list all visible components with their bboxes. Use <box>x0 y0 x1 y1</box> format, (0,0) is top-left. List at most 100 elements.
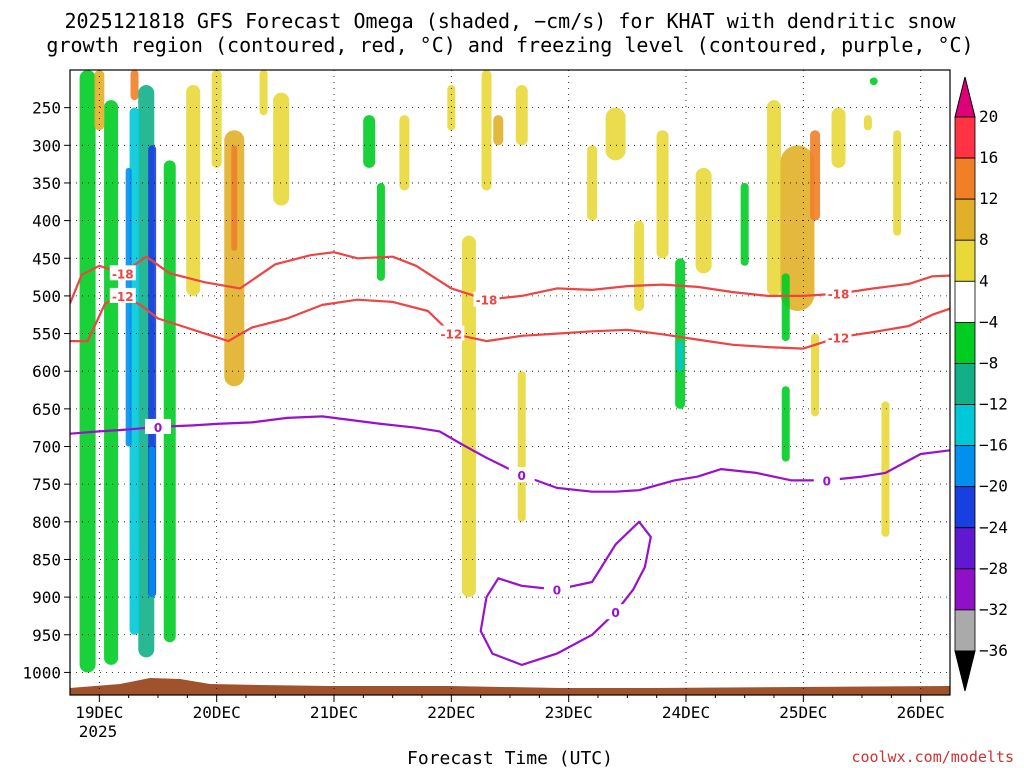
colorbar-swatch-6 <box>954 363 976 405</box>
colorbar-swatch-0 <box>954 116 976 159</box>
y-tick-label-600: 600 <box>32 362 61 381</box>
omega-shade-34 <box>780 145 815 311</box>
chart-title-line-1: 2025121818 GFS Forecast Omega (shaded, −… <box>64 9 956 33</box>
chart-title-line-2: growth region (contoured, red, °C) and f… <box>46 33 973 57</box>
colorbar-swatch-3 <box>954 239 976 282</box>
omega-shade-39 <box>863 115 872 131</box>
colorbar-label-6: −8 <box>979 353 998 372</box>
colorbar-label-7: −12 <box>979 395 1008 414</box>
colorbar-label-4: 4 <box>979 271 989 290</box>
omega-shade-11 <box>224 130 245 387</box>
contour-label-bg <box>825 285 852 301</box>
contour-label-0-0: -18 <box>112 267 134 281</box>
omega-shade-32 <box>740 182 749 266</box>
contour-label-bg <box>473 291 500 307</box>
x-tick-label-24DEC: 24DEC <box>662 703 710 722</box>
omega-shade-7 <box>149 446 156 598</box>
colorbar-bottom-arrow <box>954 650 976 692</box>
y-tick-label-900: 900 <box>32 588 61 607</box>
colorbar-label-12: −32 <box>979 600 1008 619</box>
x-tick-label-21DEC: 21DEC <box>310 703 358 722</box>
omega-shade-31 <box>695 167 712 274</box>
y-tick-label-700: 700 <box>32 438 61 457</box>
omega-shade-5 <box>163 160 176 643</box>
y-tick-label-300: 300 <box>32 136 61 155</box>
x-tick-label-26DEC: 26DEC <box>897 703 945 722</box>
colorbar-legend: 20 16 12 8 4 −4 −8 −12 −16 −20 −24 −28 −32 −36 <box>954 76 1008 692</box>
omega-shade-16 <box>363 115 376 168</box>
omega-shade-17 <box>376 182 385 281</box>
y-tick-label-500: 500 <box>32 287 61 306</box>
contour-label-bg <box>543 581 570 597</box>
colorbar-swatch-8 <box>954 445 976 488</box>
omega-shade-23 <box>461 235 476 598</box>
x-tick-label-19DEC: 19DEC <box>75 703 123 722</box>
omega-shade-40 <box>881 401 890 537</box>
contour-label-bg <box>813 472 840 488</box>
x-tick-label-23DEC: 23DEC <box>545 703 593 722</box>
contour-label-3-1: 0 <box>553 584 561 598</box>
y-tick-label-800: 800 <box>32 513 61 532</box>
contour-label-bg <box>145 418 171 434</box>
contour-line-0 <box>70 251 950 304</box>
omega-shade-43 <box>869 77 878 86</box>
y-tick-label-650: 650 <box>32 400 61 419</box>
chart-title: 2025121818 GFS Forecast Omega (shaded, −… <box>46 9 973 57</box>
omega-shade-24 <box>517 371 526 522</box>
colorbar-swatch-10 <box>954 527 976 570</box>
omega-shade-37 <box>781 386 790 462</box>
colorbar-label-9: −20 <box>979 477 1008 496</box>
contour-label-bg <box>438 325 465 341</box>
omega-shade-33 <box>767 100 781 296</box>
x-tick-label-22DEC: 22DEC <box>427 703 475 722</box>
colorbar-swatch-2 <box>954 198 976 241</box>
colorbar-label-1: 16 <box>979 148 998 167</box>
contour-label-bg <box>602 604 629 620</box>
terrain-fill <box>70 678 950 695</box>
omega-shade-3 <box>104 100 119 665</box>
omega-shade-28 <box>656 130 669 259</box>
omega-shade-10 <box>186 85 201 296</box>
colorbar-top-arrow <box>954 76 976 118</box>
contour-label-bg <box>109 287 136 303</box>
contour-label-1-2: -12 <box>828 331 850 345</box>
y-tick-label-750: 750 <box>32 475 61 494</box>
contour-label-0-1: -18 <box>476 294 498 308</box>
colorbar-swatch-4 <box>954 280 976 323</box>
x-tick-label-25DEC: 25DEC <box>779 703 827 722</box>
omega-shade-38 <box>831 107 846 168</box>
omega-shade-42 <box>811 333 820 417</box>
x-tick-label-20DEC: 20DEC <box>193 703 241 722</box>
omega-shade-12 <box>231 145 238 251</box>
colorbar-swatch-1 <box>954 157 976 200</box>
contour-label-bg <box>825 329 852 345</box>
contour-label-2-0: 0 <box>154 421 162 435</box>
x-axis-title: Forecast Time (UTC) <box>407 748 613 768</box>
contour-label-0-2: -18 <box>828 288 850 302</box>
y-tick-label-1000: 1000 <box>22 663 61 682</box>
omega-shade-18 <box>399 115 410 191</box>
omega-shade-26 <box>605 107 626 161</box>
y-tick-label-950: 950 <box>32 626 61 645</box>
y-axis-pressure: 250 300 350 400 450 500 550 600 650 700 750 800 850 9… <box>22 99 70 682</box>
contour-label-3-0: 0 <box>611 606 619 620</box>
omega-shade-15 <box>259 70 268 116</box>
omega-shade-2 <box>129 107 140 635</box>
colorbar-label-8: −16 <box>979 436 1008 455</box>
y-tick-label-850: 850 <box>32 550 61 569</box>
y-tick-label-450: 450 <box>32 249 61 268</box>
y-tick-label-350: 350 <box>32 174 61 193</box>
credit-text: coolwx.com/modelts <box>851 748 1014 766</box>
x-year-label: 2025 <box>79 722 118 741</box>
temperature-contours: -18 -18 -18 -12 -12 -12 0 0 0 0 0 <box>70 251 950 667</box>
terrain-ground <box>70 678 950 695</box>
y-tick-label-550: 550 <box>32 325 61 344</box>
colorbar-label-10: −24 <box>979 518 1008 537</box>
omega-shade-6 <box>125 167 132 447</box>
omega-shade-19 <box>447 85 456 131</box>
colorbar-swatch-11 <box>954 568 976 611</box>
omega-shade-13 <box>273 92 290 206</box>
x-axis-time: 19DEC 20DEC 21DEC 22DEC 23DEC 24DEC 25DEC 26DEC <box>75 695 945 722</box>
colorbar-swatch-7 <box>954 404 976 447</box>
colorbar-label-2: 12 <box>979 189 998 208</box>
